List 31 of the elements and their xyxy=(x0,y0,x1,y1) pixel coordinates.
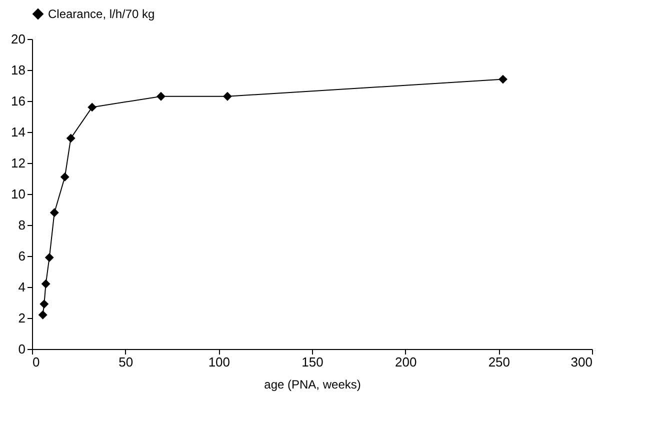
x-tick-label: 300 xyxy=(570,354,592,370)
y-tick-label: 6 xyxy=(18,248,26,264)
y-tick-label: 14 xyxy=(11,124,26,140)
x-tick-label: 50 xyxy=(118,354,134,370)
y-tick-label: 4 xyxy=(18,280,26,294)
point xyxy=(41,279,50,288)
point xyxy=(498,74,508,84)
y-tick-label: 8 xyxy=(18,218,26,232)
y-tick-label: 2 xyxy=(18,310,26,326)
x-axis-title: age (PNA, weeks) xyxy=(264,378,361,392)
x-tick-label: 200 xyxy=(394,354,417,370)
point xyxy=(50,208,59,218)
point xyxy=(222,92,232,101)
x-tick-label: 150 xyxy=(302,354,324,370)
point xyxy=(40,300,49,309)
x-tick-label: 250 xyxy=(488,354,510,370)
y-tick-label: 12 xyxy=(11,156,26,170)
x-tick-label: 0 xyxy=(32,354,40,370)
y-tick-label: 20 xyxy=(11,32,26,46)
y-tick-label: 0 xyxy=(18,342,26,356)
x-tick-label: 100 xyxy=(208,354,230,370)
y-tick-label: 10 xyxy=(11,186,26,202)
y-tick-label: 18 xyxy=(11,62,26,78)
y-tick-label: 16 xyxy=(11,94,26,108)
point xyxy=(60,172,70,182)
point xyxy=(88,102,97,112)
point xyxy=(44,253,54,262)
point xyxy=(156,92,166,101)
point xyxy=(38,310,48,320)
legend-label: Clearance, l/h/70 kg xyxy=(48,7,155,21)
point xyxy=(66,134,76,143)
